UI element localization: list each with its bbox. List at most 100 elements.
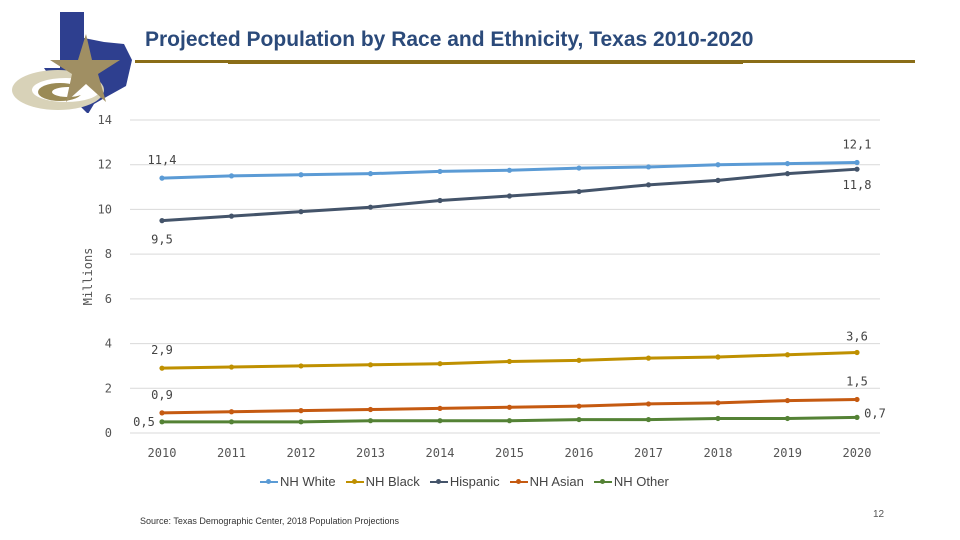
y-tick-label: 14 (98, 113, 112, 127)
legend-swatch (429, 478, 448, 484)
data-point (228, 173, 235, 179)
legend-label: NH White (280, 474, 336, 489)
legend-label: NH Other (613, 474, 669, 489)
data-point (854, 166, 860, 172)
data-point (437, 168, 443, 175)
data-point (298, 209, 304, 215)
data-label: 9,5 (151, 233, 173, 247)
texas-demographic-center-logo (12, 12, 132, 113)
data-point (159, 218, 165, 224)
data-label: 11,4 (148, 153, 177, 167)
x-tick-label: 2016 (565, 446, 594, 460)
data-point (784, 415, 791, 422)
legend-item: NH Asian (509, 474, 584, 489)
title-underline (135, 60, 915, 63)
data-point (645, 401, 652, 407)
slide-title: Projected Population by Race and Ethnici… (145, 28, 754, 51)
data-label: 0,7 (864, 406, 886, 420)
x-tick-label: 2010 (148, 446, 177, 460)
data-point (367, 362, 374, 368)
data-point (506, 167, 513, 173)
y-tick-label: 2 (105, 381, 112, 395)
data-point (715, 177, 721, 183)
x-tick-label: 2020 (843, 446, 872, 460)
x-tick-label: 2012 (287, 446, 316, 460)
data-point (367, 171, 374, 177)
data-point (159, 410, 165, 416)
data-point (784, 160, 791, 167)
data-point (437, 361, 443, 367)
data-point (159, 175, 165, 181)
legend: NH White NH Black Hispanic NH Asian NH Other (260, 474, 669, 489)
data-point (854, 349, 860, 356)
data-point (645, 416, 652, 423)
data-point (228, 364, 235, 370)
data-label: 1,5 (846, 374, 868, 388)
data-point (645, 164, 652, 170)
legend-swatch (509, 478, 528, 484)
y-tick-label: 8 (105, 247, 112, 261)
data-point (576, 357, 582, 363)
data-point (506, 418, 513, 424)
legend-swatch (345, 478, 364, 484)
data-point (576, 165, 582, 171)
x-tick-label: 2019 (773, 446, 802, 460)
data-point (784, 352, 791, 358)
data-label: 11,8 (843, 178, 872, 192)
page-number: 12 (873, 509, 885, 520)
x-tick-label: 2015 (495, 446, 524, 460)
data-point (228, 409, 235, 415)
legend-swatch (260, 478, 278, 484)
data-point (298, 408, 304, 414)
y-tick-label: 6 (105, 292, 112, 306)
data-point (854, 414, 860, 420)
data-point (854, 159, 860, 166)
data-point (576, 416, 582, 423)
y-tick-label: 0 (105, 426, 112, 440)
data-label: 3,6 (846, 330, 868, 344)
data-label: 2,9 (151, 343, 173, 357)
legend-swatch (593, 478, 612, 484)
data-point (298, 172, 304, 178)
legend-item: NH White (260, 474, 336, 489)
data-point (298, 363, 304, 369)
data-point (506, 358, 513, 365)
legend-label: NH Asian (529, 474, 584, 489)
data-label: 12,1 (843, 137, 872, 151)
data-point (506, 193, 513, 199)
data-point (437, 418, 443, 424)
data-point (506, 404, 513, 410)
data-point (228, 419, 235, 425)
data-point (715, 354, 721, 360)
data-point (784, 171, 791, 177)
x-tick-label: 2014 (426, 446, 455, 460)
data-point (784, 397, 791, 404)
y-tick-label: 10 (98, 202, 112, 216)
data-point (367, 418, 374, 424)
x-tick-label: 2017 (634, 446, 663, 460)
data-point (854, 396, 860, 403)
legend-label: NH Black (365, 474, 420, 489)
data-point (715, 400, 721, 406)
data-point (576, 188, 582, 195)
data-label: 0,9 (151, 388, 173, 402)
data-point (437, 197, 443, 204)
data-point (645, 355, 652, 361)
source-note: Source: Texas Demographic Center, 2018 P… (140, 516, 399, 526)
data-point (645, 182, 652, 188)
data-label: 0,5 (133, 415, 155, 429)
y-tick-label: 4 (105, 337, 112, 351)
data-point (367, 204, 374, 210)
data-point (298, 419, 304, 425)
title-underline-accent (228, 62, 743, 64)
legend-label: Hispanic (449, 474, 500, 489)
legend-item: NH Other (593, 474, 669, 489)
data-point (715, 162, 721, 168)
data-point (715, 415, 721, 422)
data-point (228, 213, 235, 219)
legend-item: Hispanic (429, 474, 500, 489)
y-tick-label: 12 (98, 158, 112, 172)
x-tick-label: 2013 (356, 446, 385, 460)
x-tick-label: 2011 (217, 446, 246, 460)
